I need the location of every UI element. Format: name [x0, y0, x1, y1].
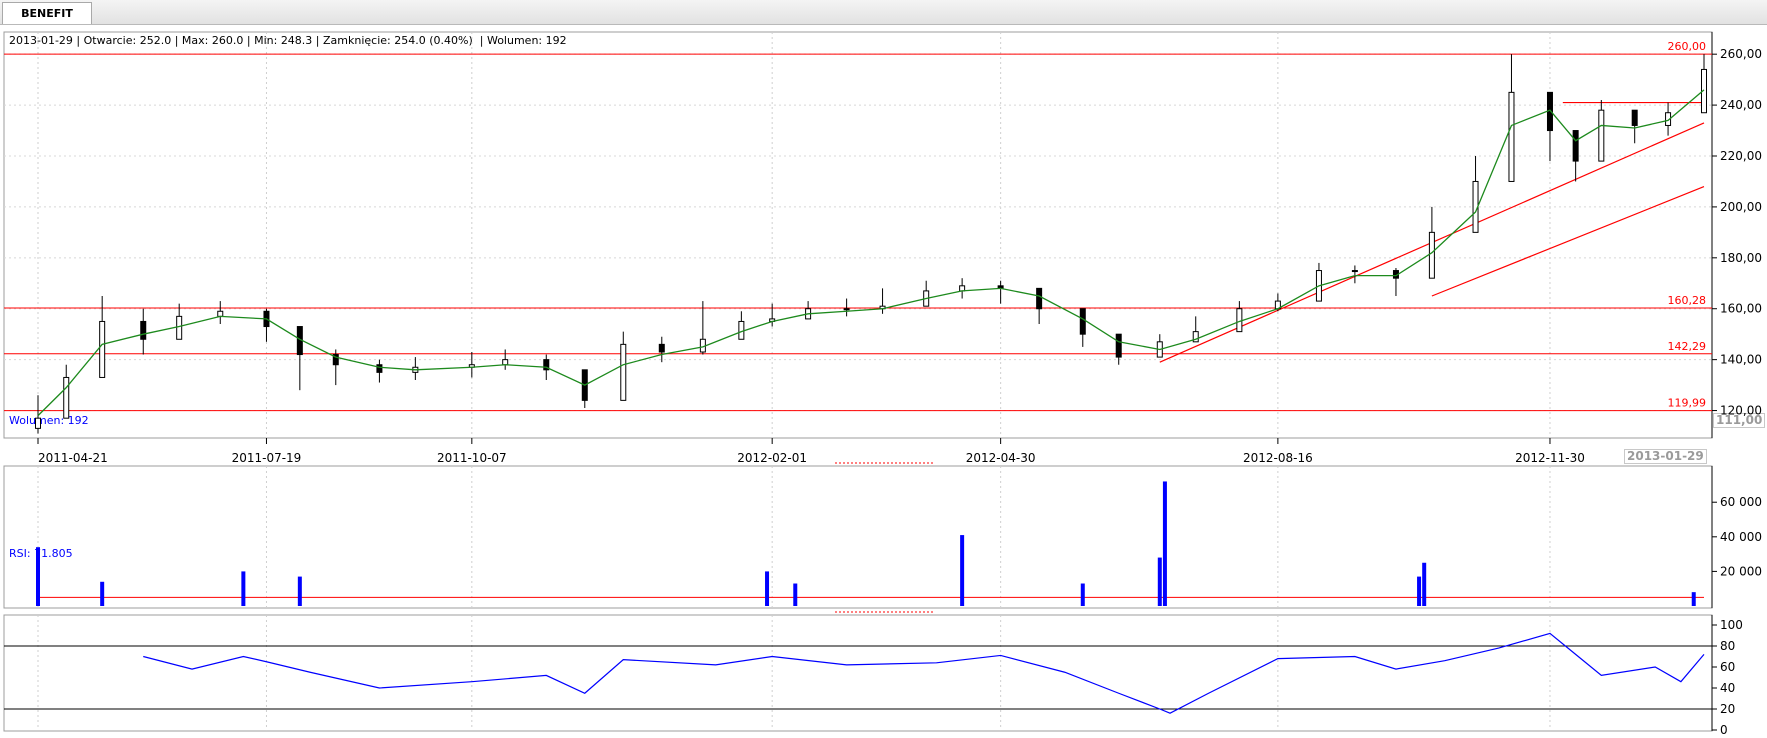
y-tick-label: 160,00 [1720, 302, 1762, 316]
last-date-badge: 2013-01-29 [1624, 449, 1707, 464]
rsi-tick-label: 0 [1720, 723, 1728, 737]
trendline [1431, 185, 1705, 297]
volume-value: 192 [545, 34, 567, 47]
candle-body [543, 359, 550, 371]
rsi-tick-label: 100 [1720, 618, 1743, 632]
y-tick-label: 260,00 [1720, 47, 1762, 61]
close-value: 254.0 (0.40%) [394, 34, 473, 47]
candle-body [376, 364, 383, 373]
volume-bar [1422, 562, 1427, 606]
rsi-tick-label: 80 [1720, 639, 1735, 653]
candle-body [1115, 333, 1122, 358]
volume-label: Wolumen [486, 34, 539, 47]
ohlc-date: 2013-01-29 [9, 34, 73, 47]
open-value: 252.0 [139, 34, 172, 47]
rsi-pane-frame [3, 614, 1713, 732]
candle-body [176, 315, 183, 340]
volume-bar [960, 535, 965, 606]
candle-body [502, 359, 509, 366]
candle-body [738, 320, 745, 340]
candle-body [63, 376, 70, 419]
candle-body [35, 417, 41, 429]
volume-bar [1417, 576, 1422, 606]
candle-body [99, 320, 106, 378]
candle-body [1428, 231, 1435, 279]
support-line-label: 119,99 [1668, 397, 1707, 410]
rsi-tick-label: 60 [1720, 660, 1735, 674]
x-tick-label: 2012-02-01 [737, 451, 807, 465]
candle-body [620, 343, 627, 401]
last-price-badge: 111,00 [1713, 413, 1766, 428]
volume-bar [241, 571, 246, 606]
volume-bar [36, 547, 40, 606]
price-pane-frame [3, 31, 1713, 439]
candle-body [140, 320, 147, 340]
rsi-tick-label: 40 [1720, 681, 1735, 695]
x-tick-label: 2011-10-07 [437, 451, 507, 465]
support-line-label: 260,00 [1668, 40, 1707, 53]
support-line-label: 142,29 [1668, 340, 1707, 353]
candle-body [1236, 308, 1243, 333]
volume-bar [297, 576, 302, 606]
moving-average-line [37, 89, 1705, 417]
x-tick-label: 2012-11-30 [1515, 451, 1585, 465]
x-tick-label: 2012-08-16 [1243, 451, 1313, 465]
volume-pane-frame [3, 465, 1713, 609]
candle-body [1572, 130, 1579, 162]
y-tick-label: 200,00 [1720, 200, 1762, 214]
candle-body [1598, 109, 1605, 162]
volume-tick-label: 60 000 [1720, 495, 1762, 509]
x-tick-label: 2011-04-21 [38, 451, 108, 465]
y-tick-label: 180,00 [1720, 251, 1762, 265]
min-value: 248.3 [280, 34, 313, 47]
y-tick-label: 140,00 [1720, 353, 1762, 367]
volume-tick-label: 20 000 [1720, 564, 1762, 578]
candle-body [1192, 331, 1199, 343]
y-tick-label: 120,00 [1720, 404, 1762, 418]
volume-tick-label: 40 000 [1720, 530, 1762, 544]
volume-bar [1162, 481, 1167, 606]
volume-bar [1157, 557, 1162, 606]
max-value: 260.0 [211, 34, 244, 47]
candle-body [1036, 287, 1043, 310]
x-tick-label: 2011-07-19 [232, 451, 302, 465]
candle-body [1079, 308, 1086, 335]
ohlc-readout: 2013-01-29 | Otwarcie: 252.0 | Max: 260.… [9, 34, 567, 47]
rsi-line [143, 632, 1705, 714]
rsi-tick-label: 20 [1720, 702, 1735, 716]
candle-body [1508, 91, 1515, 182]
y-tick-label: 240,00 [1720, 98, 1762, 112]
y-tick-label: 220,00 [1720, 149, 1762, 163]
candle-body [1631, 109, 1638, 126]
candle-body [843, 308, 850, 311]
candle-body [1351, 270, 1358, 273]
candle-body [217, 310, 224, 317]
x-tick-label: 2012-04-30 [966, 451, 1036, 465]
candle-body [658, 343, 665, 353]
rsi-pane-label: RSI: 71.805 [9, 547, 73, 560]
min-label: Min [254, 34, 274, 47]
volume-bar [765, 571, 770, 606]
tab-benefit[interactable]: BENEFIT [2, 2, 92, 24]
candle-body [332, 354, 339, 366]
tab-bar: BENEFIT [0, 0, 1767, 25]
close-label: Zamknięcie [323, 34, 388, 47]
support-line-label: 160,28 [1668, 294, 1707, 307]
max-label: Max [181, 34, 205, 47]
volume-bar [100, 581, 105, 606]
volume-bar [793, 583, 798, 606]
open-label: Otwarcie [83, 34, 133, 47]
volume-bar [1691, 592, 1696, 606]
volume-bar [1080, 583, 1085, 606]
